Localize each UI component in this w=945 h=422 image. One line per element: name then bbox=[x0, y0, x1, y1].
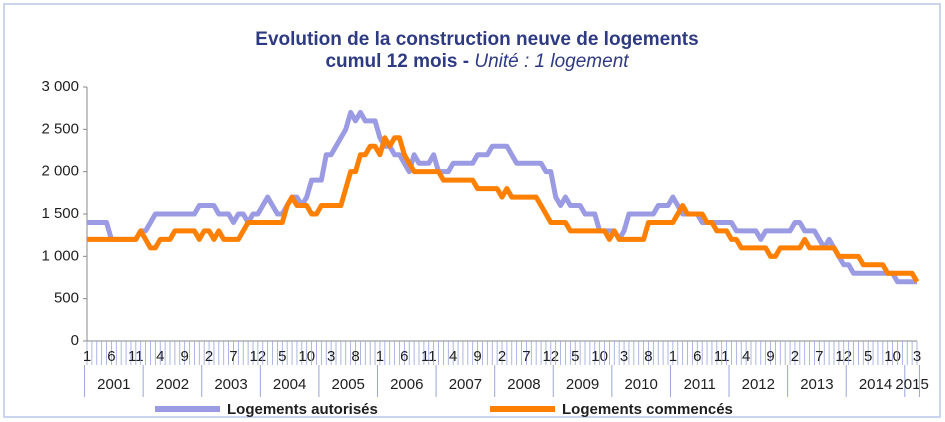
x-tick-label: 10 bbox=[298, 348, 315, 365]
x-tick-label: 7 bbox=[229, 348, 237, 365]
y-tick-label: 2 500 bbox=[41, 120, 79, 137]
year-label: 2014 bbox=[859, 376, 892, 393]
year-label: 2015 bbox=[895, 376, 928, 393]
x-tick-label: 4 bbox=[449, 348, 457, 365]
x-tick-label: 12 bbox=[250, 348, 267, 365]
x-tick-label: 10 bbox=[591, 348, 608, 365]
chart-title: Evolution de la construction neuve de lo… bbox=[255, 29, 698, 50]
year-label: 2009 bbox=[566, 376, 599, 393]
x-tick-label: 11 bbox=[421, 348, 437, 365]
year-label: 2002 bbox=[156, 376, 189, 393]
x-tick-label: 7 bbox=[522, 348, 530, 365]
year-label: 2005 bbox=[332, 376, 365, 393]
x-tick-label: 9 bbox=[766, 348, 774, 365]
legend-label: Logements commencés bbox=[562, 401, 733, 418]
series-line bbox=[87, 109, 917, 285]
x-tick-label: 5 bbox=[278, 348, 286, 365]
x-tick-label: 6 bbox=[400, 348, 408, 365]
legend-label: Logements autorisés bbox=[227, 401, 378, 418]
x-tick-label: 6 bbox=[693, 348, 701, 365]
x-tick-label: 4 bbox=[156, 348, 164, 365]
y-tick-label: 0 bbox=[71, 332, 79, 349]
chart-subtitle: cumul 12 mois - Unité : 1 logement bbox=[325, 51, 629, 72]
x-tick-label: 5 bbox=[864, 348, 872, 365]
y-tick-label: 3 000 bbox=[41, 78, 79, 95]
year-label: 2004 bbox=[273, 376, 306, 393]
y-tick-label: 1 500 bbox=[41, 205, 79, 222]
x-tick-label: 2 bbox=[791, 348, 799, 365]
year-label: 2007 bbox=[449, 376, 482, 393]
x-tick-label: 11 bbox=[714, 348, 730, 365]
x-tick-label: 11 bbox=[128, 348, 144, 365]
y-tick-label: 2 000 bbox=[41, 163, 79, 180]
x-tick-label: 3 bbox=[620, 348, 628, 365]
x-tick-label: 8 bbox=[644, 348, 652, 365]
x-tick-label: 7 bbox=[815, 348, 823, 365]
x-tick-label: 10 bbox=[884, 348, 901, 365]
x-tick-label: 9 bbox=[180, 348, 188, 365]
x-tick-label: 12 bbox=[835, 348, 852, 365]
y-tick-label: 500 bbox=[54, 290, 79, 307]
x-tick-label: 2 bbox=[205, 348, 213, 365]
x-tick-label: 12 bbox=[542, 348, 559, 365]
subtitle: cumul 12 mois - bbox=[325, 51, 469, 72]
y-tick-label: 1 000 bbox=[41, 247, 79, 264]
x-tick-label: 4 bbox=[742, 348, 750, 365]
year-label: 2001 bbox=[97, 376, 130, 393]
x-tick-label: 3 bbox=[327, 348, 335, 365]
x-tick-label: 5 bbox=[571, 348, 579, 365]
unit: Unité : 1 logement bbox=[474, 51, 629, 72]
x-tick-label: 9 bbox=[473, 348, 481, 365]
year-label: 2010 bbox=[624, 376, 657, 393]
x-tick-label: 1 bbox=[83, 348, 91, 365]
x-tick-label: 3 bbox=[913, 348, 921, 365]
x-tick-label: 1 bbox=[669, 348, 677, 365]
year-label: 2012 bbox=[742, 376, 775, 393]
year-label: 2013 bbox=[800, 376, 833, 393]
x-tick-label: 8 bbox=[351, 348, 359, 365]
x-tick-label: 1 bbox=[376, 348, 384, 365]
year-label: 2003 bbox=[214, 376, 247, 393]
x-tick-label: 2 bbox=[498, 348, 506, 365]
year-label: 2008 bbox=[507, 376, 540, 393]
x-tick-label: 6 bbox=[107, 348, 115, 365]
series-line bbox=[87, 135, 920, 283]
year-label: 2006 bbox=[390, 376, 423, 393]
year-label: 2011 bbox=[684, 376, 716, 393]
